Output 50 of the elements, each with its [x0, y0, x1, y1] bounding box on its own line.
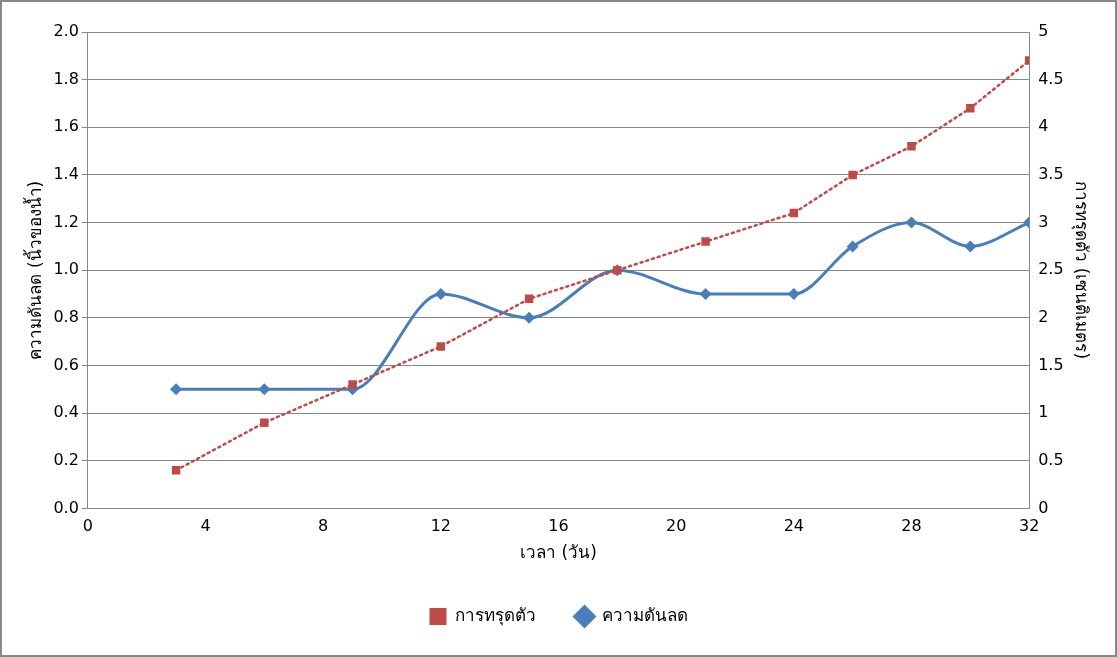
- x-tick-label: 16: [548, 516, 569, 536]
- y-tick-label: 1.6: [53, 116, 79, 136]
- point: [905, 216, 918, 229]
- x-tick-label: 24: [783, 516, 805, 536]
- x-tick-label: 32: [1018, 516, 1040, 536]
- y2-axis-title: การทรุดตัว (เซนติเมตร): [1071, 181, 1093, 360]
- legend-label: ความดันลด: [601, 604, 688, 625]
- x-tick-label: 12: [430, 516, 452, 536]
- y2-tick-label: 1: [1038, 402, 1049, 422]
- point: [907, 142, 916, 151]
- legend-label: การทรุดตัว: [455, 604, 536, 626]
- x-tick-label: 4: [200, 516, 211, 536]
- point: [258, 383, 271, 396]
- point: [260, 418, 269, 427]
- x-tick-label: 0: [82, 516, 93, 536]
- point: [348, 380, 357, 389]
- y2-tick-label: 1.5: [1038, 354, 1064, 374]
- y2-tick-label: 3: [1038, 211, 1049, 231]
- point: [846, 240, 859, 253]
- x-tick-label: 28: [901, 516, 922, 536]
- y-tick-label: 0.4: [53, 402, 79, 422]
- x-tick-label: 8: [318, 516, 329, 536]
- point: [171, 466, 181, 475]
- y-tick-label: 0.6: [53, 354, 79, 374]
- point: [966, 103, 975, 113]
- y-tick-label: 0.0: [53, 497, 79, 517]
- y2-tick-label: 2.5: [1038, 259, 1064, 279]
- point: [434, 288, 447, 301]
- y-tick-label: 0.2: [53, 449, 79, 469]
- point: [964, 240, 977, 253]
- y-tick-label: 1.0: [53, 259, 79, 279]
- y2-tick-label: 0: [1038, 497, 1049, 517]
- y-tick-label: 2.0: [53, 21, 79, 41]
- y-tick-label: 1.2: [53, 211, 79, 231]
- y-tick-label: 0.8: [53, 307, 79, 326]
- y-axis-title: ความดันลด (นิ้วของน้ำ): [22, 180, 45, 360]
- y2-tick-label: 2: [1038, 307, 1049, 326]
- point: [699, 288, 712, 301]
- x-tick-label: 20: [665, 516, 687, 536]
- y2-tick-label: 3.5: [1038, 164, 1064, 184]
- y-tick-label: 1.4: [53, 164, 79, 184]
- point: [848, 170, 857, 180]
- y2-tick-label: 4: [1038, 116, 1049, 136]
- y2-tick-label: 4.5: [1038, 68, 1064, 88]
- y2-tick-label: 0.5: [1038, 449, 1064, 469]
- y2-tick-label: 5: [1038, 21, 1049, 41]
- y-tick-label: 1.8: [53, 68, 79, 88]
- point: [701, 237, 710, 246]
- x-axis-title: เวลา (วัน): [520, 542, 597, 563]
- point: [436, 342, 446, 351]
